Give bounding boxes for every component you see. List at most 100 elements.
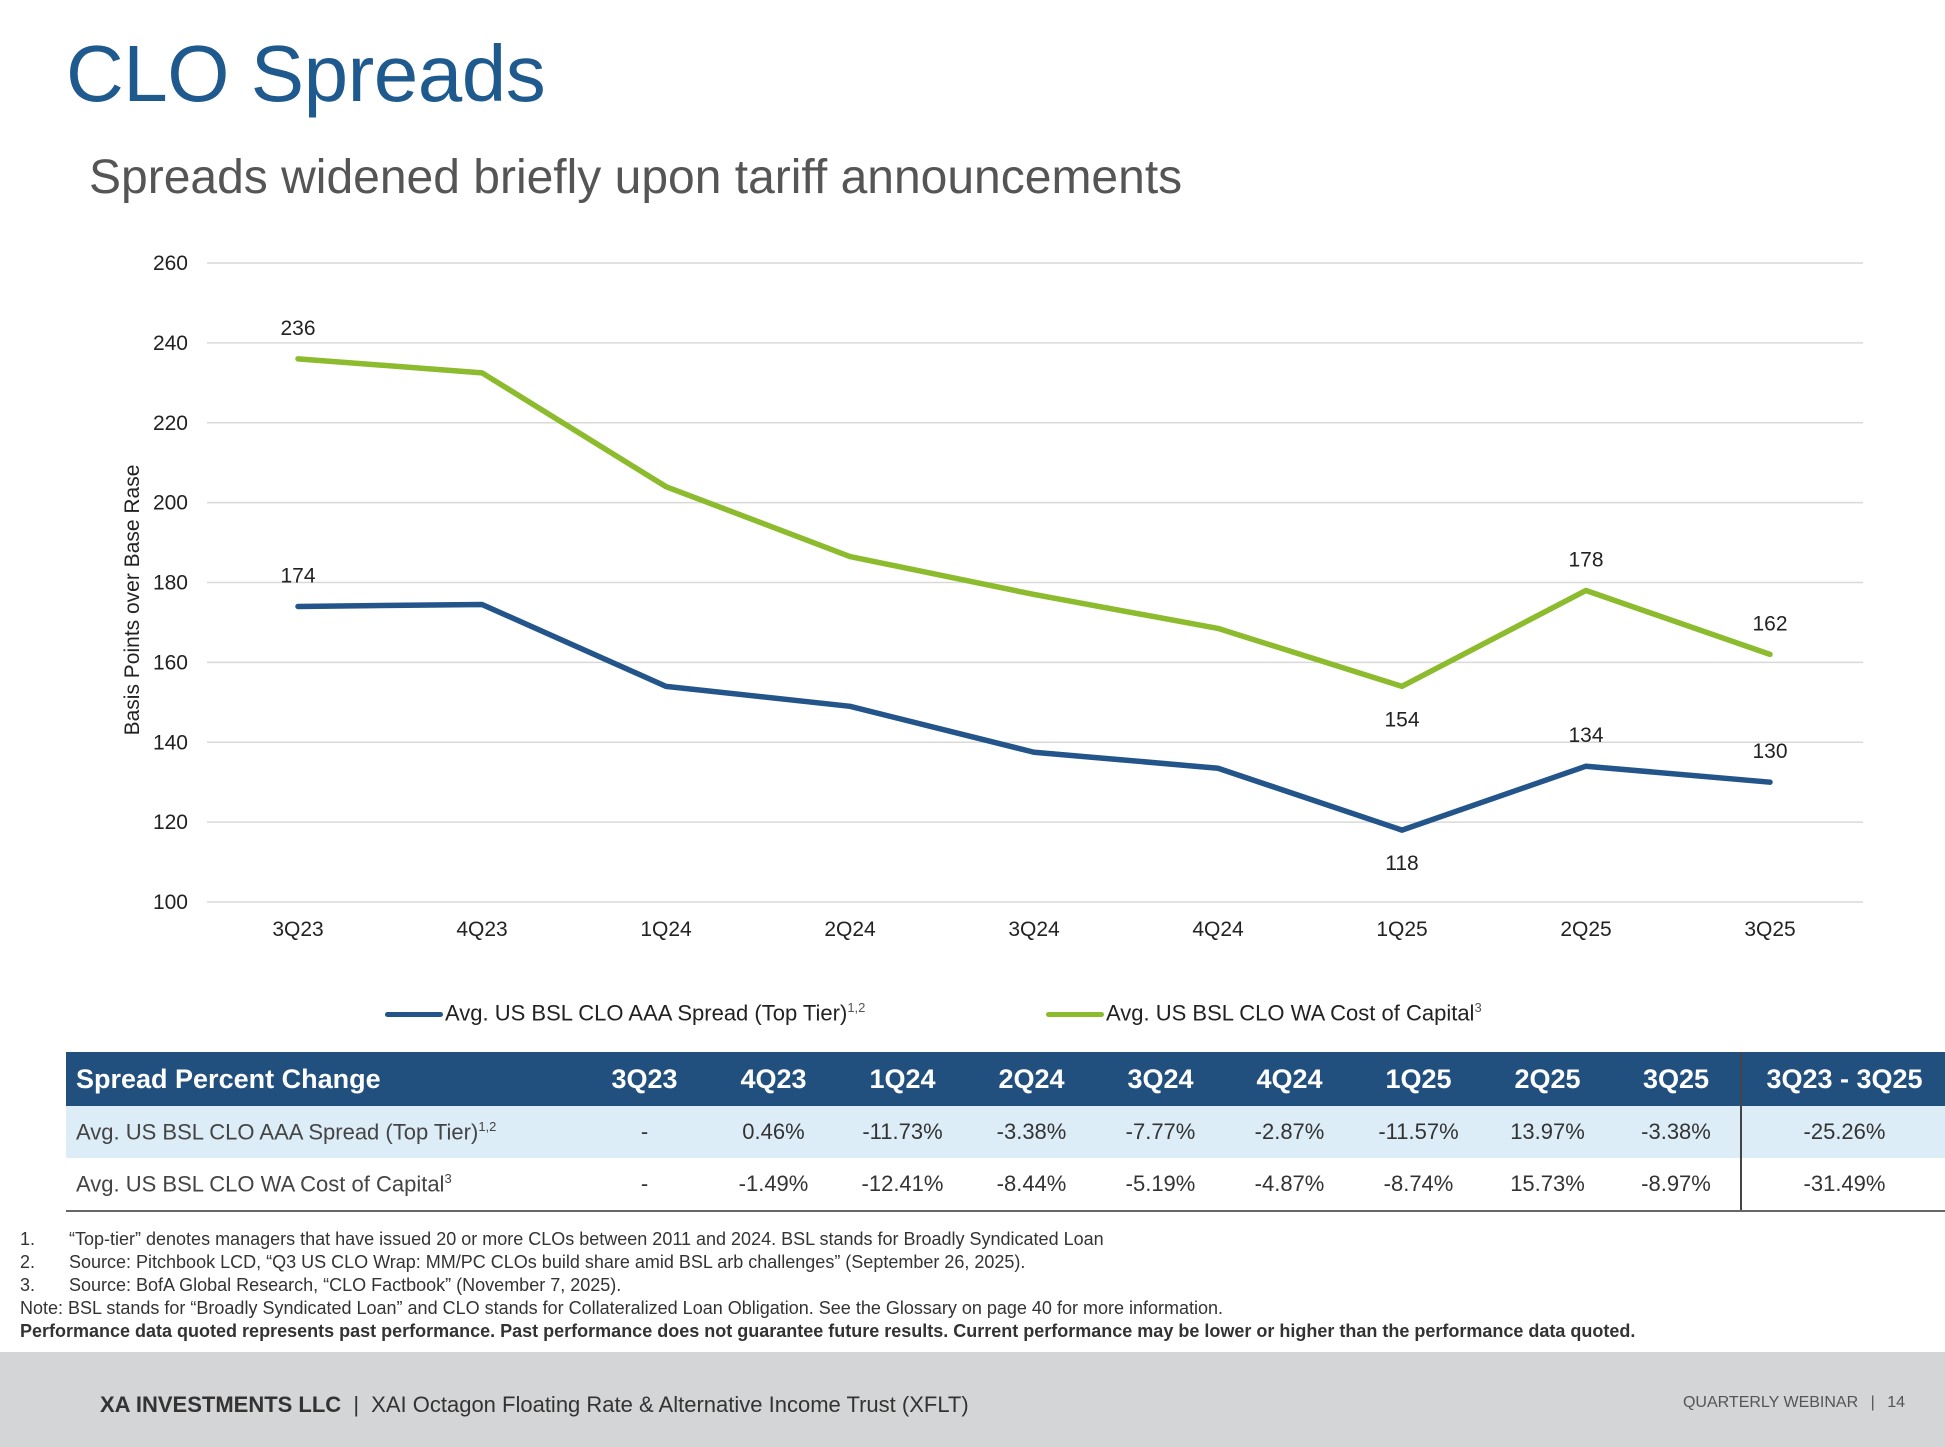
table-cell: -11.73%: [838, 1106, 967, 1158]
data-point: [479, 370, 485, 376]
legend-sup-coc: 3: [1474, 1000, 1482, 1015]
footnotes: 1. “Top-tier” denotes managers that have …: [20, 1228, 1635, 1343]
spread-percent-change-table: Spread Percent Change 3Q23 4Q23 1Q24 2Q2…: [66, 1052, 1945, 1212]
x-tick-label: 2Q24: [824, 918, 876, 941]
table-header-row: Spread Percent Change 3Q23 4Q23 1Q24 2Q2…: [66, 1052, 1945, 1106]
y-tick-label: 140: [153, 731, 188, 754]
table-cell: -7.77%: [1096, 1106, 1225, 1158]
data-label: 130: [1752, 740, 1787, 763]
table-header-cell: 3Q25: [1612, 1052, 1741, 1106]
page-subtitle: Spreads widened briefly upon tariff anno…: [89, 151, 1183, 204]
data-label: 134: [1568, 724, 1603, 747]
data-point: [1215, 765, 1221, 771]
data-point: [295, 356, 301, 362]
data-point: [1767, 779, 1773, 785]
table-cell: -8.44%: [967, 1158, 1096, 1212]
x-tick-label: 2Q25: [1560, 918, 1611, 941]
y-tick-label: 180: [153, 572, 188, 595]
data-point: [1583, 763, 1589, 769]
table-header-cell: 1Q24: [838, 1052, 967, 1106]
table-cell: -1.49%: [709, 1158, 838, 1212]
table-header-cell: 4Q24: [1225, 1052, 1354, 1106]
y-tick-label: 100: [153, 891, 188, 914]
table-header-cell: 3Q23 - 3Q25: [1740, 1052, 1945, 1106]
data-point: [1583, 587, 1589, 593]
footer-left: XA INVESTMENTS LLC | XAI Octagon Floatin…: [100, 1392, 969, 1418]
footer-webinar-label: QUARTERLY WEBINAR: [1682, 1394, 1859, 1411]
y-axis-label: Basis Points over Base Rase: [121, 465, 144, 736]
table-cell: -12.41%: [838, 1158, 967, 1212]
performance-disclaimer: Performance data quoted represents past …: [20, 1321, 1636, 1341]
data-point: [847, 703, 853, 709]
table-cell: -: [580, 1106, 709, 1158]
data-point: [663, 484, 669, 490]
legend-swatch-coc: [1046, 1012, 1104, 1018]
table-cell: -3.38%: [1612, 1106, 1741, 1158]
data-label: 118: [1385, 852, 1418, 875]
table-cell: -25.26%: [1740, 1106, 1945, 1158]
table-cell: -8.74%: [1354, 1158, 1483, 1212]
footnote-text: Source: Pitchbook LCD, “Q3 US CLO Wrap: …: [69, 1252, 1026, 1272]
footnote-text: “Top-tier” denotes managers that have is…: [69, 1229, 1104, 1249]
table-cell: 15.73%: [1483, 1158, 1612, 1212]
x-tick-label: 1Q24: [640, 918, 692, 941]
footer-company: XA INVESTMENTS LLC: [100, 1392, 342, 1417]
footnote-item: 2. Source: Pitchbook LCD, “Q3 US CLO Wrap…: [20, 1251, 1635, 1274]
page-number: 14: [1887, 1394, 1905, 1411]
footer-page-separator: |: [1870, 1394, 1875, 1411]
table-cell: -: [580, 1158, 709, 1212]
footnote-item: 3. Source: BofA Global Research, “CLO Fac…: [20, 1274, 1635, 1297]
series-line-cost-of-capital: [295, 356, 1773, 690]
x-tick-label: 3Q25: [1744, 918, 1795, 941]
y-tick-label: 120: [153, 811, 188, 834]
data-labels: 174 118 134 130 236 154 178 162: [280, 317, 1787, 875]
legend-swatch-aaa: [385, 1012, 443, 1018]
footnote-note: Note: BSL stands for “Broadly Syndicated…: [20, 1298, 1224, 1318]
table-cell: 13.97%: [1483, 1106, 1612, 1158]
footnote-text: Source: BofA Global Research, “CLO Factb…: [69, 1275, 622, 1295]
table-header-cell: Spread Percent Change: [66, 1052, 580, 1106]
data-point: [1767, 651, 1773, 657]
table-cell: -3.38%: [967, 1106, 1096, 1158]
y-tick-label: 260: [153, 252, 188, 275]
data-label: 162: [1752, 612, 1787, 635]
y-tick-label: 200: [153, 492, 188, 515]
data-point: [1399, 683, 1405, 689]
data-label: 154: [1384, 708, 1419, 731]
row-label-cell: Avg. US BSL CLO AAA Spread (Top Tier)1,2: [66, 1106, 580, 1158]
x-tick-label: 3Q24: [1008, 918, 1060, 941]
x-axis-ticks: 3Q23 4Q23 1Q24 2Q24 3Q24 4Q24 1Q25 2Q25 3Q25: [272, 918, 1795, 941]
data-point: [1031, 749, 1037, 755]
row-label-sup: 3: [444, 1170, 452, 1186]
table-row: Avg. US BSL CLO AAA Spread (Top Tier)1,2…: [66, 1106, 1945, 1158]
footnote-item: 1. “Top-tier” denotes managers that have …: [20, 1228, 1635, 1251]
row-label-cell: Avg. US BSL CLO WA Cost of Capital3: [66, 1158, 580, 1212]
table-header-cell: 3Q23: [580, 1052, 709, 1106]
table-cell: -5.19%: [1096, 1158, 1225, 1212]
series-line-aaa-spread: [295, 601, 1773, 833]
legend-item-aaa-spread: Avg. US BSL CLO AAA Spread (Top Tier)1,2: [385, 1000, 865, 1026]
footnote-number: 2.: [20, 1252, 36, 1272]
table-header-cell: 2Q25: [1483, 1052, 1612, 1106]
data-point: [663, 683, 669, 689]
data-label: 236: [280, 317, 315, 340]
footnote-number: 3.: [20, 1275, 36, 1295]
table-cell: -8.97%: [1612, 1158, 1741, 1212]
data-point: [1031, 591, 1037, 597]
page-title: CLO Spreads: [66, 29, 546, 118]
legend-label-aaa: Avg. US BSL CLO AAA Spread (Top Tier): [445, 1000, 848, 1026]
legend-label-coc: Avg. US BSL CLO WA Cost of Capital: [1106, 1000, 1475, 1026]
series-lines: [295, 356, 1773, 833]
row-label: Avg. US BSL CLO AAA Spread (Top Tier): [76, 1119, 479, 1145]
table-header-cell: 3Q24: [1096, 1052, 1225, 1106]
legend-item-cost-of-capital: Avg. US BSL CLO WA Cost of Capital3: [1046, 1000, 1482, 1026]
table-cell: 0.46%: [709, 1106, 838, 1158]
table-header-cell: 4Q23: [709, 1052, 838, 1106]
data-point: [847, 554, 853, 560]
data-label: 174: [280, 564, 315, 587]
footer-bar: XA INVESTMENTS LLC | XAI Octagon Floatin…: [0, 1352, 1945, 1447]
table-cell: -2.87%: [1225, 1106, 1354, 1158]
data-point: [295, 603, 301, 609]
data-point: [479, 601, 485, 607]
x-tick-label: 4Q23: [456, 918, 507, 941]
